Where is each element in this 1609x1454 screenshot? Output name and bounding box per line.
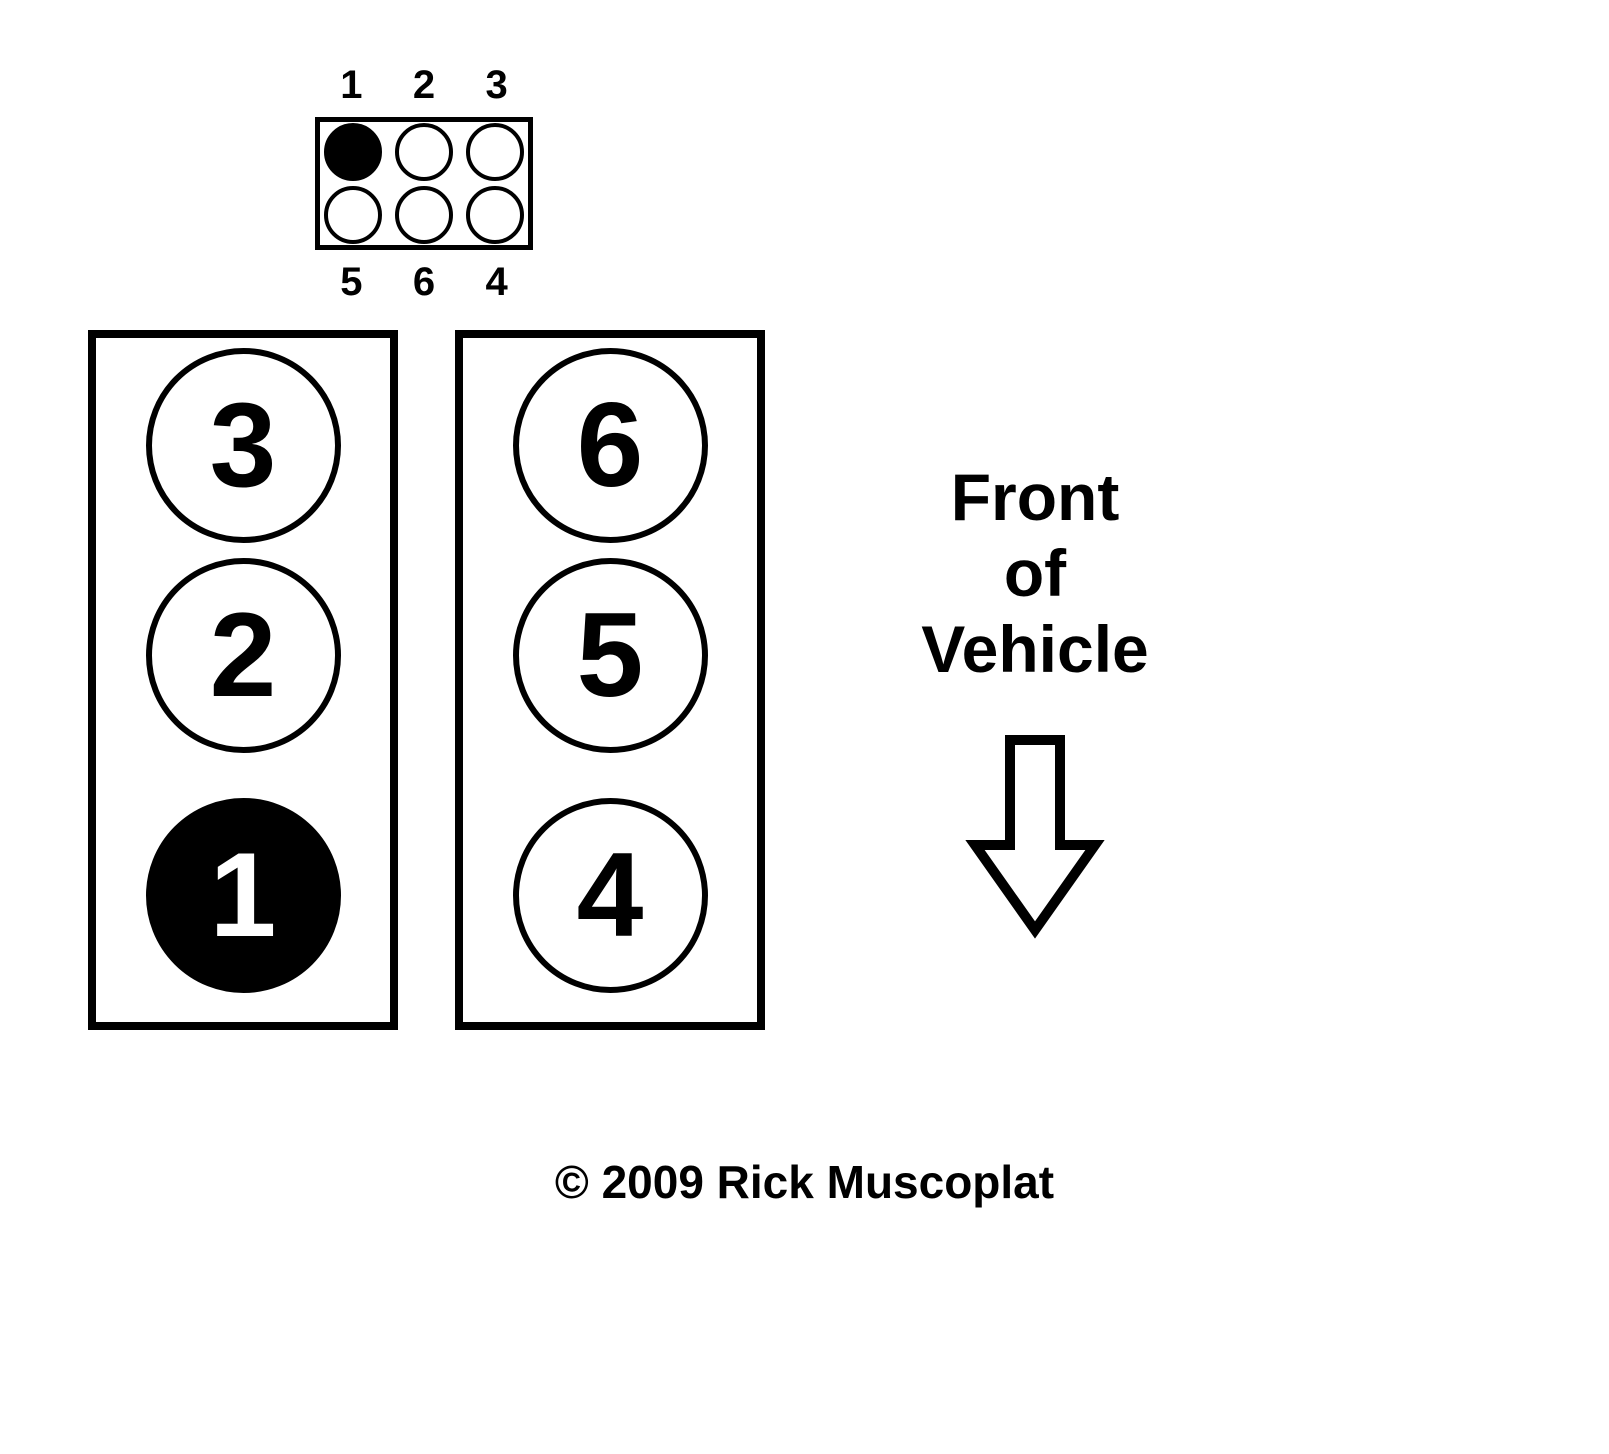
cylinder-3-label: 3 <box>210 376 277 514</box>
coilpack-bottom-label-2: 6 <box>388 260 461 305</box>
front-label-line1: Front <box>855 460 1215 536</box>
coilpack-cell-6 <box>466 186 524 244</box>
cylinder-6-label: 6 <box>577 376 644 514</box>
cylinder-1: 1 <box>146 798 341 993</box>
diagram-stage: 1 2 3 5 6 4 3 2 1 6 5 4 Front of Vehicle… <box>0 0 1609 1454</box>
cylinder-2-label: 2 <box>210 586 277 724</box>
front-label-line3: Vehicle <box>855 612 1215 688</box>
down-arrow-icon <box>965 730 1105 940</box>
coilpack-top-label-1: 1 <box>315 63 388 108</box>
coilpack-labels-top: 1 2 3 <box>315 63 533 108</box>
front-of-vehicle-label: Front of Vehicle <box>855 460 1215 688</box>
cylinder-3: 3 <box>146 348 341 543</box>
cylinder-5: 5 <box>513 558 708 753</box>
coilpack-cell-2 <box>395 123 453 181</box>
coilpack-top-label-2: 2 <box>388 63 461 108</box>
coilpack-grid <box>318 120 530 247</box>
coilpack-top-label-3: 3 <box>460 63 533 108</box>
cylinder-2: 2 <box>146 558 341 753</box>
cylinder-5-label: 5 <box>577 586 644 724</box>
coilpack-cell-5 <box>395 186 453 244</box>
cylinder-4: 4 <box>513 798 708 993</box>
coilpack-bottom-label-3: 4 <box>460 260 533 305</box>
cylinder-1-label: 1 <box>210 826 277 964</box>
coilpack-labels-bottom: 5 6 4 <box>315 260 533 305</box>
cylinder-6: 6 <box>513 348 708 543</box>
coilpack-cell-4 <box>324 186 382 244</box>
coilpack-bottom-label-1: 5 <box>315 260 388 305</box>
cylinder-4-label: 4 <box>577 826 644 964</box>
coilpack-cell-3 <box>466 123 524 181</box>
coilpack-cell-1 <box>324 123 382 181</box>
copyright-text: © 2009 Rick Muscoplat <box>0 1155 1609 1209</box>
front-label-line2: of <box>855 536 1215 612</box>
